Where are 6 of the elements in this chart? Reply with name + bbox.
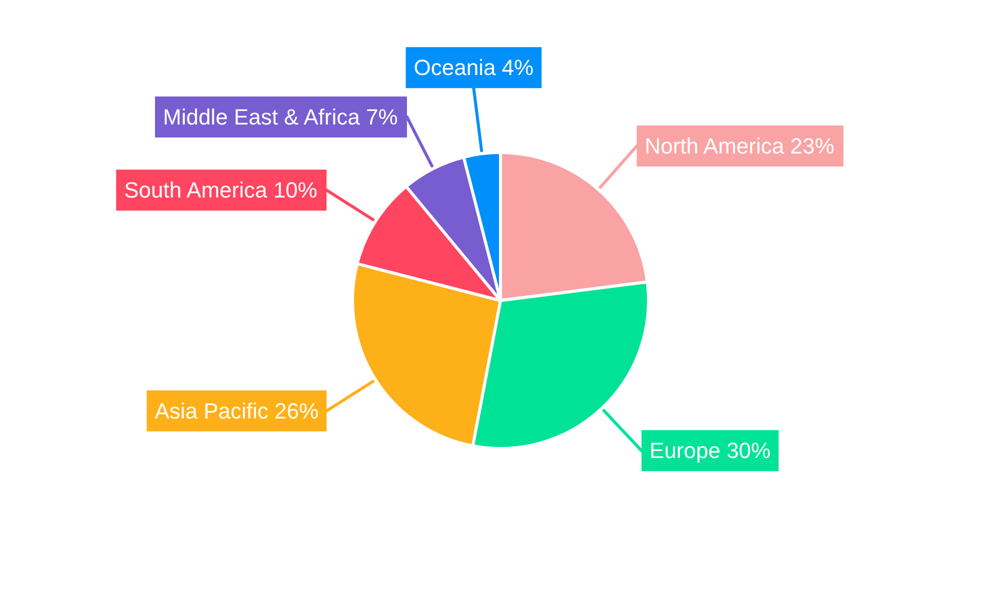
slice-label: Europe 30% [650,438,771,464]
slice-label: South America 10% [124,178,318,203]
slice-label: North America 23% [644,133,834,158]
slice-label: Middle East & Africa 7% [162,104,398,130]
slice-label: Asia Pacific 26% [154,398,319,424]
slice-label: Oceania 4% [414,55,534,80]
